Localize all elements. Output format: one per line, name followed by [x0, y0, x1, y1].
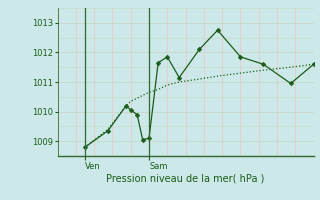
X-axis label: Pression niveau de la mer( hPa ): Pression niveau de la mer( hPa )	[107, 173, 265, 183]
